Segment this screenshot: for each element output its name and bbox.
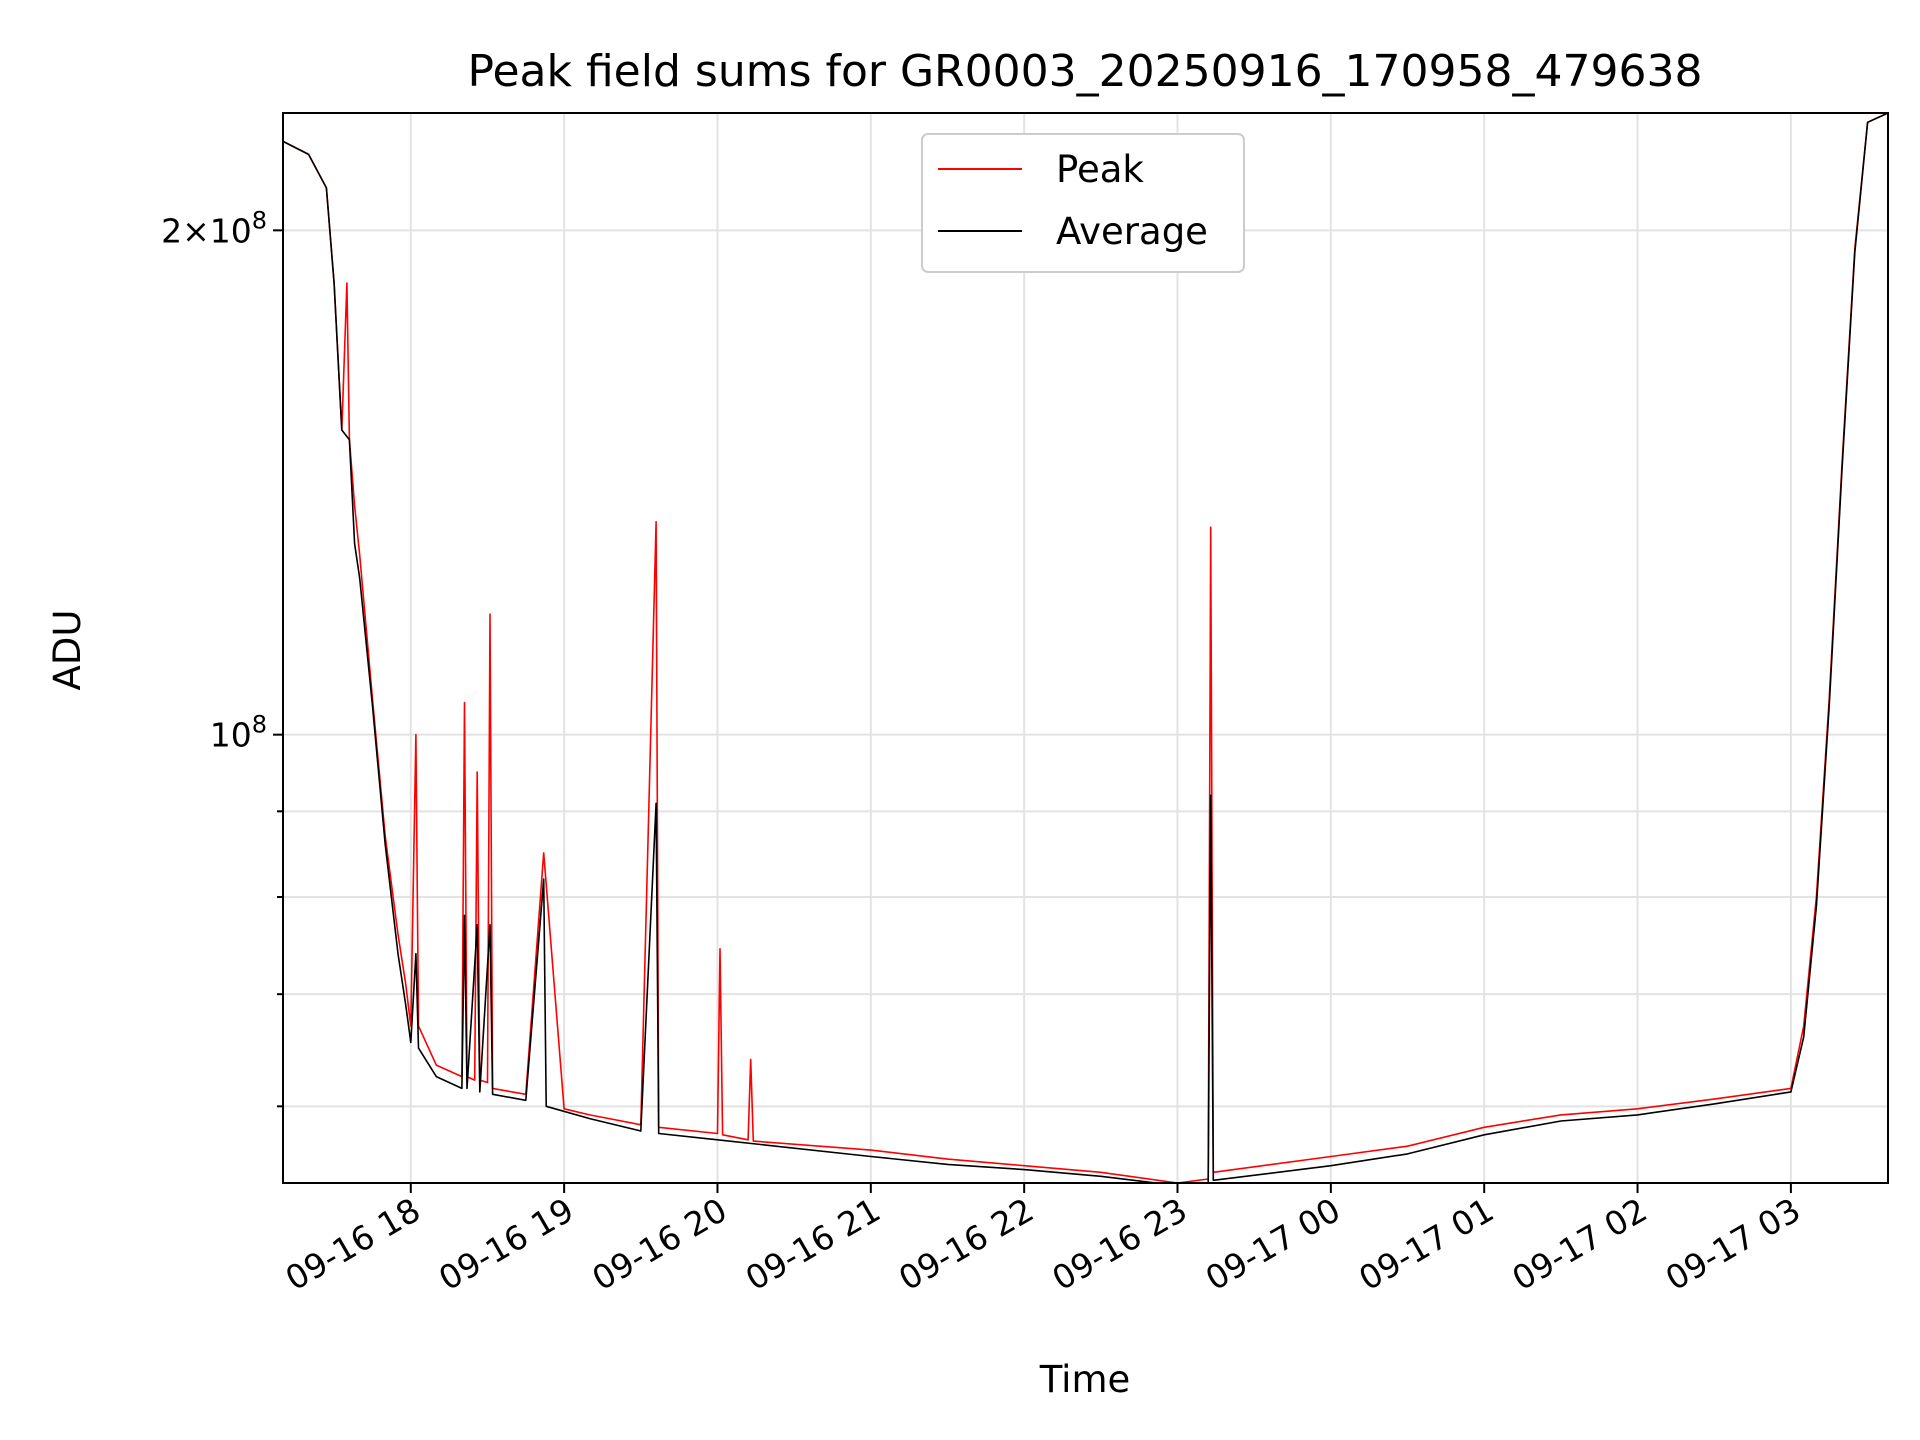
plot-frame bbox=[282, 112, 1889, 1184]
grid bbox=[283, 113, 1888, 1183]
series-line-average bbox=[283, 113, 1888, 1183]
y-tick-label: 108 bbox=[210, 711, 267, 755]
legend-label-peak: Peak bbox=[1056, 148, 1144, 191]
series-layer bbox=[283, 113, 1888, 1183]
x-axis-label: Time bbox=[1039, 1358, 1131, 1401]
legend: Peak Average bbox=[921, 133, 1245, 273]
y-axis-label: ADU bbox=[46, 610, 89, 691]
legend-label-average: Average bbox=[1056, 210, 1208, 253]
y-tick-label: 2×108 bbox=[161, 206, 267, 250]
y-axis-ticks: 108 2×108 bbox=[161, 206, 283, 1108]
chart-title: Peak field sums for GR0003_20250916_1709… bbox=[468, 46, 1703, 97]
